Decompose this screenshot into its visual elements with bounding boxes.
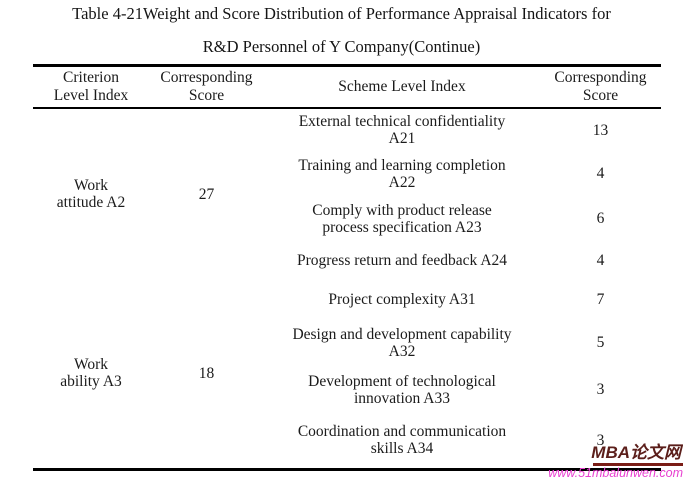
- scheme-line: Coordination and communication: [297, 423, 507, 441]
- scheme-score-cell: 4: [596, 251, 605, 269]
- criterion-line: Work: [73, 356, 109, 374]
- header-corresponding-score-1: Corresponding Score: [149, 65, 264, 109]
- scheme-score-cell: 13: [592, 121, 609, 139]
- scheme-line: Design and development capability: [292, 325, 512, 343]
- header-line: Corresponding: [554, 69, 647, 86]
- table-row: Comply with product release process spec…: [33, 196, 661, 241]
- table-row: Progress return and feedback A24 4: [33, 241, 661, 279]
- scheme-score-cell: 3: [596, 431, 605, 449]
- criterion-line: ability A3: [60, 373, 122, 391]
- scheme-line: A21: [388, 130, 416, 147]
- scheme-score-cell: 3: [596, 381, 605, 398]
- appraisal-table: Criterion Level Index Corresponding Scor…: [33, 64, 661, 471]
- criterion-score-cell: 27: [198, 185, 215, 203]
- table-title-line1: Table 4-21Weight and Score Distribution …: [72, 4, 611, 23]
- table-row: Training and learning completion A22 4: [33, 151, 661, 196]
- watermark-brand: MBA论文网: [591, 443, 681, 462]
- criterion-cell-work-ability: Work ability A3: [33, 279, 149, 469]
- scheme-score-cell: 4: [596, 165, 605, 182]
- scheme-cell-a21: External technical confidentiality A21: [264, 108, 540, 151]
- header-line: Corresponding: [160, 69, 253, 86]
- scheme-line: Training and learning completion: [298, 156, 506, 174]
- criterion-score-cell: 18: [198, 364, 215, 382]
- watermark-url: www.51mbalunwen.com: [548, 466, 683, 480]
- scheme-cell-a23: Comply with product release process spec…: [264, 196, 540, 241]
- scheme-line: process specification A23: [322, 218, 482, 236]
- table-row: Work ability A3 18 Project complexity A3…: [33, 279, 661, 391]
- criterion-line: attitude A2: [56, 194, 126, 211]
- scheme-cell-a24: Progress return and feedback A24: [264, 241, 540, 279]
- table-row: Development of technological innovation …: [33, 366, 661, 413]
- criterion-line: Work: [73, 177, 109, 194]
- table-header-row: Criterion Level Index Corresponding Scor…: [33, 65, 661, 109]
- table-title-line2: R&D Personnel of Y Company(Continue): [202, 37, 481, 56]
- header-line: Score: [188, 87, 225, 104]
- scheme-score-cell: 5: [596, 334, 605, 351]
- header-criterion-level-index: Criterion Level Index: [33, 65, 149, 109]
- watermark-underline: [593, 463, 683, 466]
- criterion-cell-work-attitude: Work attitude A2: [33, 108, 149, 279]
- table-row: Work attitude A2 27 External technical c…: [33, 108, 661, 211]
- table-row: Design and development capability A32 5: [33, 319, 661, 366]
- scheme-line: skills A34: [370, 440, 434, 458]
- scheme-score-cell: 7: [596, 290, 605, 308]
- header-line: Criterion: [63, 69, 119, 86]
- scheme-cell-a34: Coordination and communication skills A3…: [264, 413, 540, 469]
- scheme-line: innovation A33: [353, 389, 450, 407]
- scheme-line: Project complexity A31: [328, 290, 476, 308]
- scheme-cell-a33: Development of technological innovation …: [264, 366, 540, 413]
- scheme-score-cell: 6: [596, 210, 605, 227]
- scheme-line: Development of technological: [308, 372, 496, 390]
- scheme-line: Comply with product release: [312, 201, 492, 219]
- scheme-cell-a31: Project complexity A31: [264, 279, 540, 319]
- header-corresponding-score-2: Corresponding Score: [540, 65, 661, 109]
- scheme-cell-a22: Training and learning completion A22: [264, 151, 540, 196]
- scheme-line: Progress return and feedback A24: [296, 251, 508, 269]
- header-scheme-level-index: Scheme Level Index: [264, 65, 540, 109]
- scheme-line: A22: [388, 173, 416, 191]
- scheme-cell-a32: Design and development capability A32: [264, 319, 540, 366]
- scheme-line: External technical confidentiality: [298, 113, 506, 130]
- header-line: Score: [582, 87, 619, 104]
- table-row: Coordination and communication skills A3…: [33, 413, 661, 469]
- header-line: Scheme Level Index: [338, 78, 466, 95]
- header-line: Level Index: [53, 87, 129, 104]
- scheme-line: A32: [388, 342, 416, 360]
